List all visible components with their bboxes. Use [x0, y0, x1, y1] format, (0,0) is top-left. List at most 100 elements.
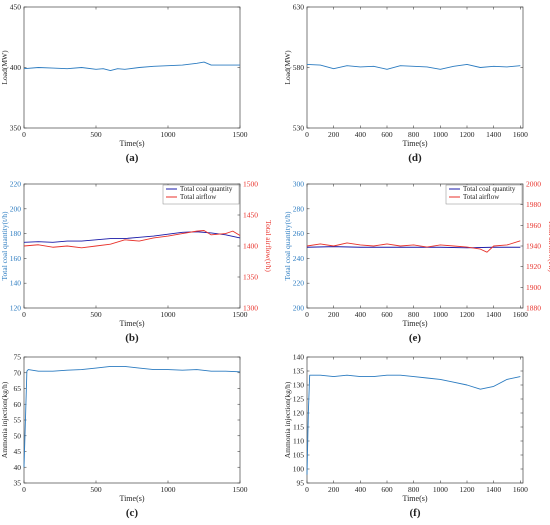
- series-line: [23, 61, 240, 71]
- y-tick-label: 260: [293, 229, 305, 238]
- x-tick-label: 500: [90, 310, 102, 319]
- y-tick-label: 35: [14, 479, 22, 488]
- legend-box: [445, 184, 523, 205]
- series-line: [306, 64, 521, 70]
- x-tick-label: 800: [408, 130, 420, 139]
- chart-panel: 0 500 1000 1500 35 40 45 50 55 60 65 70 75 Time(s) Amm…: [0, 353, 248, 520]
- x-tick-label: 200: [328, 130, 340, 139]
- x-tick-label: 1600: [513, 310, 528, 319]
- x-tick-label: 1000: [161, 310, 176, 319]
- x-tick-label: 800: [408, 485, 420, 494]
- y-axis-title: Total coal quantity(t/h): [283, 211, 292, 281]
- x-axis-title: Time(s): [119, 139, 144, 148]
- y-axis-title: Ammonia injection(kg/h): [0, 381, 9, 458]
- y2-tick-label: 1880: [526, 304, 541, 313]
- legend-label: Total coal quantity: [180, 185, 233, 193]
- series-line: [306, 374, 521, 475]
- x-tick-label: 500: [90, 130, 102, 139]
- x-tick-label: 1000: [161, 130, 176, 139]
- x-axis-title: Time(s): [119, 319, 144, 328]
- y-tick-label: 115: [293, 423, 304, 432]
- y-tick-label: 70: [14, 368, 22, 377]
- chart-panel: 0 200 400 600 800 1000 1200 1400 1600 530 580 630 Ti…: [283, 3, 528, 165]
- y2-tick-label: 1940: [526, 242, 541, 251]
- x-tick-label: 0: [305, 130, 309, 139]
- panel-label: (b): [125, 332, 139, 344]
- y2-tick-label: 1500: [243, 180, 258, 189]
- legend-label: Total airflow: [180, 193, 217, 201]
- panel-label: (d): [408, 152, 422, 164]
- y2-axis-title: Total airflow(t/h): [547, 220, 550, 272]
- x-tick-label: 1400: [486, 310, 501, 319]
- x-tick-label: 1200: [460, 130, 475, 139]
- x-tick-label: 400: [355, 310, 367, 319]
- y2-tick-label: 1350: [243, 273, 258, 282]
- x-tick-label: 1000: [433, 310, 448, 319]
- x-tick-label: 0: [22, 130, 26, 139]
- y-tick-label: 300: [293, 180, 305, 189]
- y-tick-label: 95: [297, 479, 305, 488]
- y-tick-label: 280: [293, 204, 305, 213]
- y-tick-label: 530: [293, 124, 305, 133]
- y2-tick-label: 1450: [243, 211, 258, 220]
- y2-tick-label: 1400: [243, 242, 258, 251]
- y-tick-label: 135: [293, 367, 305, 376]
- plot-frame: [306, 356, 524, 484]
- y-tick-label: 65: [14, 384, 22, 393]
- chart-panel: 0 200 400 600 800 1000 1200 1400 1600 95 100 105 110…: [283, 353, 528, 520]
- x-tick-label: 0: [22, 485, 26, 494]
- y-tick-label: 350: [10, 124, 22, 133]
- y-tick-label: 125: [293, 395, 305, 404]
- legend-label: Total coal quantity: [463, 185, 516, 193]
- x-tick-label: 1000: [161, 485, 176, 494]
- y-tick-label: 45: [14, 447, 22, 456]
- y-tick-label: 50: [14, 431, 22, 440]
- x-tick-label: 1200: [460, 485, 475, 494]
- y-tick-label: 240: [293, 254, 305, 263]
- y-tick-label: 60: [14, 400, 22, 409]
- y-tick-label: 220: [10, 180, 22, 189]
- series-line: [23, 231, 241, 243]
- y2-tick-label: 1980: [526, 200, 541, 209]
- y-tick-label: 140: [293, 353, 305, 362]
- x-tick-label: 400: [355, 485, 367, 494]
- y-tick-label: 200: [10, 204, 22, 213]
- panel-label: (a): [126, 152, 139, 164]
- x-tick-label: 600: [381, 485, 393, 494]
- y-tick-label: 75: [14, 353, 22, 362]
- panel-label: (f): [410, 507, 421, 519]
- y-tick-label: 400: [10, 63, 22, 72]
- x-tick-label: 0: [305, 310, 309, 319]
- series-line: [306, 246, 521, 249]
- x-tick-label: 1000: [433, 130, 448, 139]
- x-axis-title: Time(s): [119, 494, 144, 503]
- x-tick-label: 1400: [486, 130, 501, 139]
- x-tick-label: 600: [381, 310, 393, 319]
- plot-frame: [23, 6, 241, 129]
- series-line: [23, 230, 241, 249]
- y-tick-label: 100: [293, 465, 305, 474]
- y2-tick-label: 1920: [526, 262, 541, 271]
- y-tick-label: 55: [14, 416, 22, 425]
- y-tick-label: 450: [10, 3, 22, 12]
- y-tick-label: 130: [293, 381, 305, 390]
- y2-tick-label: 1900: [526, 283, 541, 292]
- x-tick-label: 600: [381, 130, 393, 139]
- legend-box: [162, 184, 240, 205]
- x-tick-label: 1400: [486, 485, 501, 494]
- legend-label: Total airflow: [463, 193, 500, 201]
- y-axis-title: Load(MW): [283, 50, 292, 85]
- y-axis-title: Total coal quantity(t/h): [0, 211, 9, 281]
- x-tick-label: 400: [355, 130, 367, 139]
- y2-tick-label: 1960: [526, 221, 541, 230]
- x-tick-label: 1000: [433, 485, 448, 494]
- y-tick-label: 140: [10, 279, 22, 288]
- panel-label: (c): [126, 507, 139, 519]
- series-line: [306, 240, 521, 253]
- y-tick-label: 630: [293, 3, 305, 12]
- y-tick-label: 220: [293, 279, 305, 288]
- x-tick-label: 500: [90, 485, 102, 494]
- y-tick-label: 120: [10, 304, 22, 313]
- y-axis-title: Ammonia injection(kg/h): [283, 381, 292, 458]
